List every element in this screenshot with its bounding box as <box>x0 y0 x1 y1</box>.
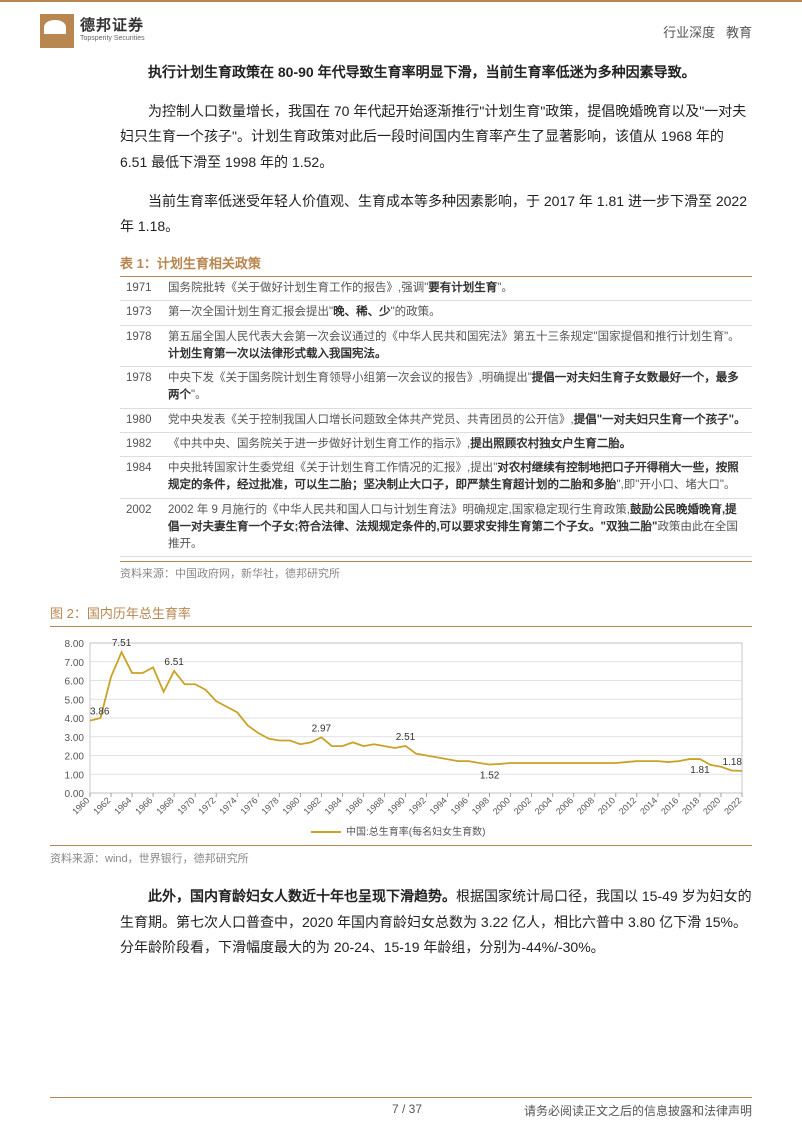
svg-text:2008: 2008 <box>575 796 596 817</box>
svg-text:7.00: 7.00 <box>65 658 85 669</box>
logo-text-cn: 德邦证券 <box>80 14 145 35</box>
table-text: 中央批转国家计生委党组《关于计划生育工作情况的汇报》,提出"对农村继续有控制地把… <box>162 457 752 499</box>
table-row: 1982《中共中央、国务院关于进一步做好计划生育工作的指示》,提出照顾农村独女户… <box>120 432 752 456</box>
svg-text:1.00: 1.00 <box>65 771 85 782</box>
svg-text:7.51: 7.51 <box>112 639 132 650</box>
table-row: 1978中央下发《关于国务院计划生育领导小组第一次会议的报告》,明确提出"提倡一… <box>120 367 752 409</box>
svg-text:2004: 2004 <box>533 796 554 817</box>
policy-table: 1971国务院批转《关于做好计划生育工作的报告》,强调"要有计划生育"。1973… <box>120 277 752 557</box>
footer: 7 / 37 请务必阅读正文之后的信息披露和法律声明 <box>0 1097 802 1119</box>
paragraph-3: 当前生育率低迷受年轻人价值观、生育成本等多种因素影响，于 2017 年 1.81… <box>120 189 752 239</box>
table-year: 1982 <box>120 432 162 456</box>
table-title: 表 1：计划生育相关政策 <box>120 253 752 277</box>
svg-text:2012: 2012 <box>617 796 638 817</box>
fertility-chart: 0.001.002.003.004.005.006.007.008.001960… <box>50 633 752 843</box>
svg-text:1994: 1994 <box>428 796 449 817</box>
svg-text:1982: 1982 <box>302 796 323 817</box>
table-row: 1973第一次全国计划生育汇报会提出"晚、稀、少"的政策。 <box>120 301 752 325</box>
paragraph-2: 为控制人口数量增长，我国在 70 年代起开始逐渐推行"计划生育"政策，提倡晚婚晚… <box>120 99 752 175</box>
logo-icon <box>40 14 74 48</box>
svg-text:1972: 1972 <box>196 796 217 817</box>
svg-text:6.00: 6.00 <box>65 677 85 688</box>
table-year: 1978 <box>120 367 162 409</box>
svg-text:2000: 2000 <box>491 796 512 817</box>
svg-text:8.00: 8.00 <box>65 639 85 650</box>
table-year: 2002 <box>120 498 162 557</box>
table-row: 20022002 年 9 月施行的《中华人民共和国人口与计划生育法》明确规定,国… <box>120 498 752 557</box>
table-row: 1971国务院批转《关于做好计划生育工作的报告》,强调"要有计划生育"。 <box>120 277 752 301</box>
svg-text:1966: 1966 <box>133 796 154 817</box>
svg-text:2020: 2020 <box>701 796 722 817</box>
table-year: 1971 <box>120 277 162 301</box>
svg-text:1992: 1992 <box>407 796 428 817</box>
svg-text:2016: 2016 <box>659 796 680 817</box>
paragraph-1: 执行计划生育政策在 80-90 年代导致生育率明显下滑，当前生育率低迷为多种因素… <box>120 60 752 85</box>
table-text: 国务院批转《关于做好计划生育工作的报告》,强调"要有计划生育"。 <box>162 277 752 301</box>
paragraph-4: 此外，国内育龄妇女人数近十年也呈现下滑趋势。根据国家统计局口径，我国以 15-4… <box>120 884 752 960</box>
svg-text:1962: 1962 <box>91 796 112 817</box>
svg-text:5.00: 5.00 <box>65 696 85 707</box>
logo: 德邦证券 Topsperity Securities <box>40 14 145 48</box>
svg-text:2.97: 2.97 <box>312 724 332 735</box>
svg-text:中国:总生育率(每名妇女生育数): 中国:总生育率(每名妇女生育数) <box>346 825 485 838</box>
svg-text:1986: 1986 <box>344 796 365 817</box>
header-cat-label: 行业深度 <box>663 25 715 40</box>
table-year: 1980 <box>120 408 162 432</box>
svg-text:1976: 1976 <box>238 796 259 817</box>
svg-text:1968: 1968 <box>154 796 175 817</box>
svg-text:2014: 2014 <box>638 796 659 817</box>
chart-source: 资料来源：wind，世界银行，德邦研究所 <box>50 850 752 866</box>
svg-text:1974: 1974 <box>217 796 238 817</box>
svg-text:1998: 1998 <box>470 796 491 817</box>
table-year: 1978 <box>120 325 162 367</box>
table-row: 1984中央批转国家计生委党组《关于计划生育工作情况的汇报》,提出"对农村继续有… <box>120 457 752 499</box>
svg-text:4.00: 4.00 <box>65 714 85 725</box>
table-row: 1980党中央发表《关于控制我国人口增长问题致全体共产党员、共青团员的公开信》,… <box>120 408 752 432</box>
svg-text:1.18: 1.18 <box>723 757 743 768</box>
svg-text:1964: 1964 <box>112 796 133 817</box>
table-row: 1978第五届全国人民代表大会第一次会议通过的《中华人民共和国宪法》第五十三条规… <box>120 325 752 367</box>
header-category: 行业深度 教育 <box>663 22 752 41</box>
svg-text:2022: 2022 <box>722 796 743 817</box>
svg-text:1978: 1978 <box>259 796 280 817</box>
table-text: 《中共中央、国务院关于进一步做好计划生育工作的指示》,提出照顾农村独女户生育二胎… <box>162 432 752 456</box>
svg-text:1.81: 1.81 <box>690 765 710 776</box>
table-text: 2002 年 9 月施行的《中华人民共和国人口与计划生育法》明确规定,国家稳定现… <box>162 498 752 557</box>
chart-title: 图 2：国内历年总生育率 <box>50 603 752 627</box>
table-year: 1984 <box>120 457 162 499</box>
svg-text:1980: 1980 <box>281 796 302 817</box>
svg-text:2018: 2018 <box>680 796 701 817</box>
paragraph-4-lead: 此外，国内育龄妇女人数近十年也呈现下滑趋势。 <box>148 888 456 904</box>
svg-text:2.00: 2.00 <box>65 752 85 763</box>
svg-text:3.86: 3.86 <box>90 707 110 718</box>
svg-text:1990: 1990 <box>386 796 407 817</box>
svg-text:2006: 2006 <box>554 796 575 817</box>
table-text: 第五届全国人民代表大会第一次会议通过的《中华人民共和国宪法》第五十三条规定"国家… <box>162 325 752 367</box>
svg-text:1984: 1984 <box>323 796 344 817</box>
svg-text:2.51: 2.51 <box>396 732 416 743</box>
footer-disclaimer: 请务必阅读正文之后的信息披露和法律声明 <box>524 1102 752 1119</box>
table-text: 党中央发表《关于控制我国人口增长问题致全体共产党员、共青团员的公开信》,提倡"一… <box>162 408 752 432</box>
header-subject-label: 教育 <box>726 25 752 40</box>
page-number: 7 / 37 <box>392 1102 422 1119</box>
svg-text:1988: 1988 <box>365 796 386 817</box>
table-year: 1973 <box>120 301 162 325</box>
table-text: 第一次全国计划生育汇报会提出"晚、稀、少"的政策。 <box>162 301 752 325</box>
logo-text-en: Topsperity Securities <box>80 35 145 42</box>
table-text: 中央下发《关于国务院计划生育领导小组第一次会议的报告》,明确提出"提倡一对夫妇生… <box>162 367 752 409</box>
chart-section: 图 2：国内历年总生育率 0.001.002.003.004.005.006.0… <box>0 603 802 866</box>
svg-text:2010: 2010 <box>596 796 617 817</box>
svg-text:2002: 2002 <box>512 796 533 817</box>
svg-text:1996: 1996 <box>449 796 470 817</box>
svg-text:1970: 1970 <box>175 796 196 817</box>
svg-text:6.51: 6.51 <box>164 657 184 668</box>
table-source: 资料来源：中国政府网，新华社，德邦研究所 <box>120 561 752 581</box>
svg-text:3.00: 3.00 <box>65 733 85 744</box>
policy-table-section: 表 1：计划生育相关政策 1971国务院批转《关于做好计划生育工作的报告》,强调… <box>120 253 752 581</box>
svg-text:1.52: 1.52 <box>480 771 500 782</box>
